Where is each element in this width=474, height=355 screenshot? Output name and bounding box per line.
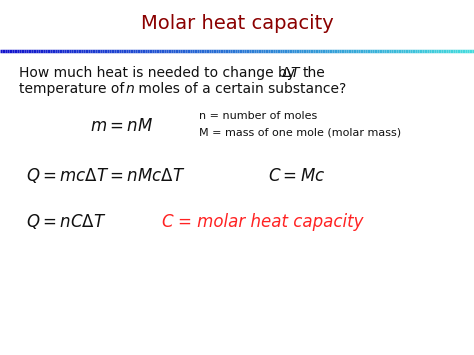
Text: $Q = nC\Delta T$: $Q = nC\Delta T$ <box>26 212 106 231</box>
Text: temperature of: temperature of <box>19 82 129 97</box>
Text: = molar heat capacity: = molar heat capacity <box>178 213 363 231</box>
Text: n: n <box>125 82 134 97</box>
Text: moles of a certain substance?: moles of a certain substance? <box>134 82 346 97</box>
Text: M = mass of one mole (molar mass): M = mass of one mole (molar mass) <box>199 127 401 137</box>
Text: $m = nM$: $m = nM$ <box>90 117 153 135</box>
Text: the: the <box>302 66 325 80</box>
Text: $C = Mc$: $C = Mc$ <box>268 167 325 185</box>
Text: How much heat is needed to change by: How much heat is needed to change by <box>19 66 300 80</box>
Text: n = number of moles: n = number of moles <box>199 111 317 121</box>
Text: Molar heat capacity: Molar heat capacity <box>141 13 333 33</box>
Text: $Q = mc\Delta T = nMc\Delta T$: $Q = mc\Delta T = nMc\Delta T$ <box>26 166 185 185</box>
Text: $C$: $C$ <box>161 213 175 231</box>
Text: $\Delta T$: $\Delta T$ <box>281 66 302 80</box>
